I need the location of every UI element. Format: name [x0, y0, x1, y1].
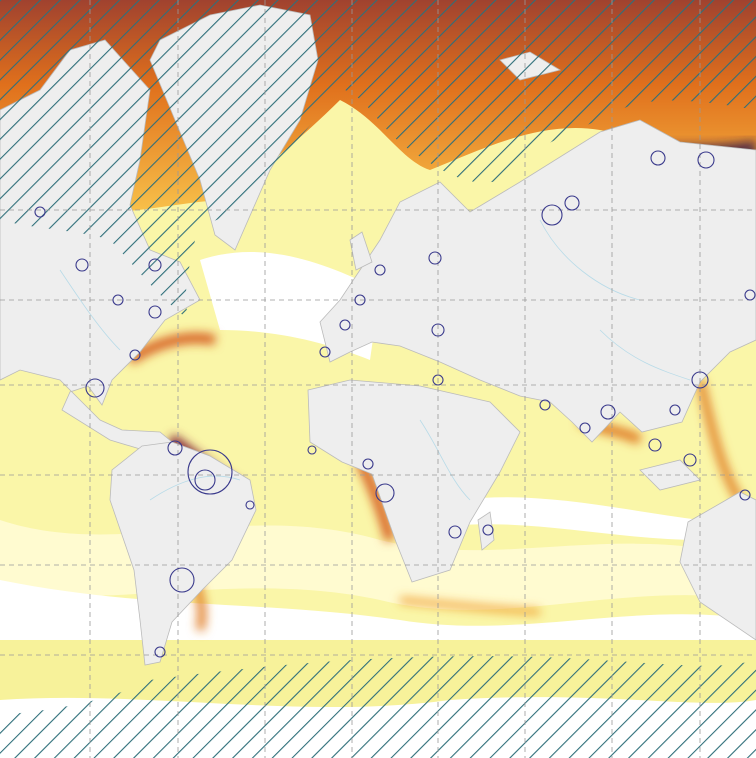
hatched-north [0, 0, 756, 320]
river-mouth-markers [34, 150, 756, 658]
hatched-south [0, 656, 756, 758]
